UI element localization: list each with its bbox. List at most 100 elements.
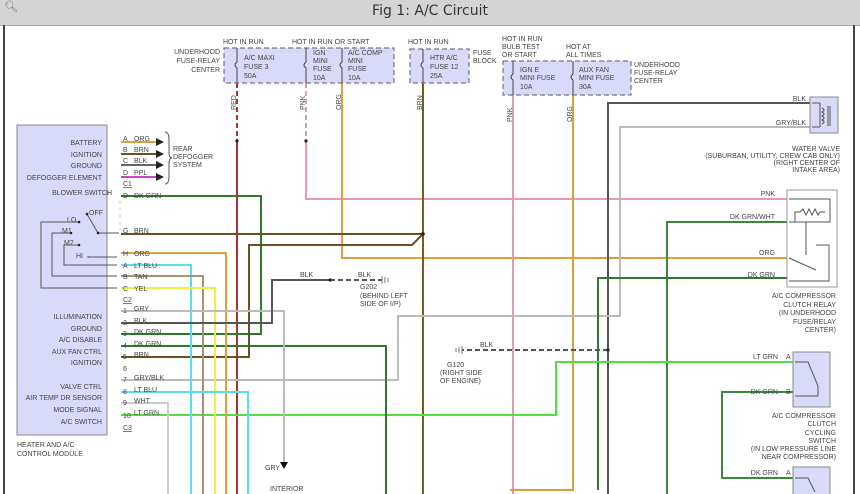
wire-label: PNK — [761, 191, 776, 198]
pin-label: A — [786, 354, 791, 361]
wire-org-relay — [341, 83, 787, 259]
fuse-label: ALL TIMES — [566, 52, 602, 59]
fuse-label: HOT IN RUN — [502, 36, 543, 43]
svg-text:A/C DISABLE: A/C DISABLE — [59, 337, 103, 344]
bottom-switch — [792, 466, 831, 494]
wire-dkgrn-relay — [597, 277, 787, 490]
svg-text:C3: C3 — [123, 425, 132, 432]
svg-text:ORG: ORG — [134, 251, 150, 258]
wire-label: DK GRN/WHT — [730, 214, 776, 221]
svg-text:BLK: BLK — [480, 342, 494, 349]
svg-text:AUX FAN CTRL: AUX FAN CTRL — [52, 349, 102, 356]
svg-text:1: 1 — [123, 308, 127, 315]
fuse-symbols — [234, 48, 574, 95]
svg-text:FUSE: FUSE — [313, 66, 332, 73]
interior-label: GRY INTERIOR — [265, 465, 303, 493]
underhood-fuse-box-right — [502, 60, 632, 96]
relay-symbol — [788, 198, 831, 282]
ground-icon — [381, 276, 389, 284]
svg-text:10A: 10A — [348, 75, 361, 82]
relay-caption: A/C COMPRESSOR CLUTCH RELAY(IN UNDERHOOD F… — [772, 293, 837, 334]
svg-text:PNK: PNK — [300, 95, 307, 110]
svg-text:MINI: MINI — [348, 58, 363, 65]
svg-text:AUX FAN: AUX FAN — [579, 67, 609, 74]
svg-text:AIR TEMP DR SENSOR: AIR TEMP DR SENSOR — [26, 395, 102, 402]
svg-text:A: A — [123, 263, 128, 270]
svg-text:C: C — [123, 286, 128, 293]
svg-text:LT GRN: LT GRN — [134, 410, 159, 417]
svg-text:10A: 10A — [313, 75, 326, 82]
svg-text:ILLUMINATION: ILLUMINATION — [54, 314, 103, 321]
svg-text:INTAKE AREA): INTAKE AREA) — [792, 167, 840, 174]
svg-text:VALVE CTRL: VALVE CTRL — [60, 384, 102, 391]
coil-icon — [820, 106, 831, 126]
wires — [121, 83, 810, 494]
svg-text:FUSE/RELAY: FUSE/RELAY — [793, 319, 836, 326]
wire-label: DK GRN — [751, 389, 778, 396]
fuse-center-label: UNDERHOOD — [174, 49, 220, 56]
wire-blk-valve — [607, 102, 810, 494]
svg-text:(BEHIND LEFT: (BEHIND LEFT — [360, 293, 409, 300]
svg-text:MINI FUSE: MINI FUSE — [520, 75, 556, 82]
svg-text:YEL: YEL — [134, 286, 147, 293]
svg-text:OFF: OFF — [89, 210, 103, 217]
module-name: CONTROL MODULE — [17, 451, 83, 458]
wire-label: GRY/BLK — [776, 120, 807, 127]
wire-gryblk — [121, 126, 810, 381]
svg-text:SYSTEM: SYSTEM — [173, 162, 202, 169]
svg-text:G120: G120 — [447, 362, 464, 369]
wire-brn-5 — [121, 233, 424, 358]
svg-text:50A: 50A — [244, 73, 257, 80]
svg-text:FUSE 12: FUSE 12 — [430, 64, 459, 71]
svg-text:A/C MAXI: A/C MAXI — [244, 55, 275, 62]
svg-text:H: H — [123, 251, 128, 258]
svg-text:IGNITION: IGNITION — [71, 152, 102, 159]
fuse-block-label: FUSE — [473, 50, 492, 57]
fuse-center-label: CENTER — [634, 78, 663, 85]
wire-tan-b — [121, 275, 204, 494]
svg-text:LO: LO — [67, 217, 77, 224]
svg-text:BRN: BRN — [417, 95, 424, 110]
svg-text:GRY/BLK: GRY/BLK — [134, 375, 165, 382]
magnifier-icon[interactable]: 🔍︎ — [4, 1, 18, 13]
brace — [164, 131, 173, 185]
ac-compressor-cycling-switch — [792, 351, 831, 408]
fuse-label: HOT IN RUN OR START — [292, 39, 370, 46]
svg-text:MODE SIGNAL: MODE SIGNAL — [53, 407, 102, 414]
svg-text:(RIGHT CENTER OF: (RIGHT CENTER OF — [774, 160, 840, 167]
svg-text:LT BLU: LT BLU — [134, 263, 157, 270]
svg-text:WATER VALVE: WATER VALVE — [792, 146, 840, 153]
wire-wht-9 — [121, 402, 169, 494]
svg-text:GRY: GRY — [265, 465, 280, 472]
svg-text:5: 5 — [123, 354, 127, 361]
module-c3: ILLUMINATION 1 GRY GROUND 2 BLK A/C DISABLE 3… — [26, 306, 165, 432]
fuse-center-label: FUSE-RELAY — [634, 70, 678, 77]
svg-text:A/C COMPRESSOR: A/C COMPRESSOR — [772, 293, 836, 300]
svg-text:(SUBURBAN, UTILITY, CREW CAB O: (SUBURBAN, UTILITY, CREW CAB ONLY) — [705, 153, 840, 160]
svg-text:M1: M1 — [62, 228, 72, 235]
svg-text:FUSE: FUSE — [348, 66, 367, 73]
wire-org-auxfan — [510, 95, 574, 491]
wire-dkgrn-4 — [121, 345, 387, 494]
svg-text:25A: 25A — [430, 73, 443, 80]
svg-text:9: 9 — [123, 400, 127, 407]
blower-switch: BLOWER SWITCH OFF LO M1 M2 HI — [40, 190, 119, 289]
svg-text:ORG: ORG — [567, 106, 574, 122]
svg-text:MINI: MINI — [313, 58, 328, 65]
svg-text:BLK: BLK — [134, 318, 148, 325]
svg-text:RED: RED — [231, 95, 238, 110]
svg-text:4: 4 — [123, 343, 127, 350]
switch-symbol — [795, 361, 819, 397]
wire-ltgrn — [121, 361, 793, 416]
ground-icon — [455, 346, 463, 354]
svg-text:B: B — [123, 274, 128, 281]
svg-text:BLK: BLK — [134, 158, 148, 165]
svg-text:ORG: ORG — [134, 136, 150, 143]
module-c1: BATTERY A ORG IGNITION B BRN GROUND C BLK DEFO… — [27, 136, 150, 188]
svg-text:IGNITION: IGNITION — [71, 360, 102, 367]
svg-text:7: 7 — [123, 377, 127, 384]
